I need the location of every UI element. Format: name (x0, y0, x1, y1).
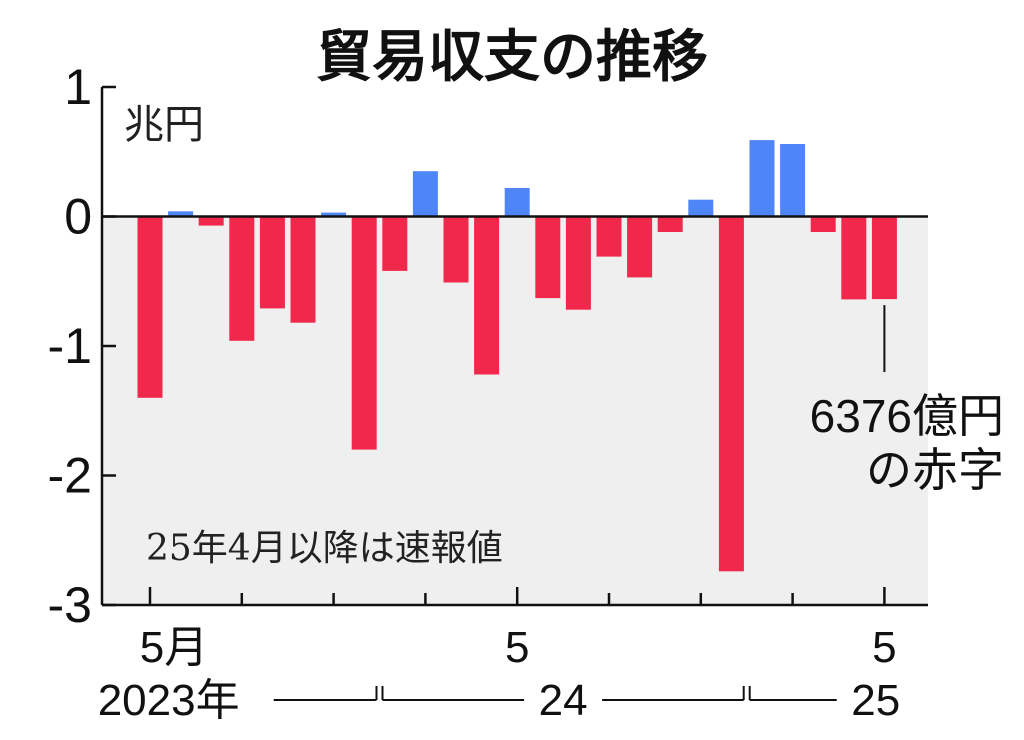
bar (443, 216, 469, 283)
bar (657, 216, 683, 232)
bar (412, 171, 438, 217)
bar (382, 216, 408, 271)
x-tick-label: 5月 (140, 623, 208, 672)
chart-title: 貿易収支の推移 (316, 25, 708, 88)
x-tick-label: 5 (872, 623, 896, 672)
annotation-line-2: の赤字 (866, 444, 1004, 496)
y-tick-label: -1 (48, 318, 92, 374)
bar (810, 216, 836, 232)
bars-group (137, 140, 897, 572)
bar (137, 216, 163, 398)
y-tick-label: 1 (64, 59, 92, 115)
bar (259, 216, 285, 309)
bar (535, 216, 561, 299)
y-ticks-group: 1 0 -1 -2 -3 (48, 59, 116, 633)
bar (780, 144, 806, 217)
x-ticks-group: 5月 5 5 (140, 587, 897, 672)
bar (290, 216, 316, 323)
bar (718, 216, 744, 572)
unit-label: 兆円 (124, 103, 204, 147)
year-brackets-group: 2023年 24 25 (98, 676, 900, 725)
year-label: 24 (539, 676, 588, 725)
bar (504, 188, 530, 217)
annotation-line-1: 6376億円 (810, 390, 1004, 442)
y-tick-label: -3 (48, 577, 92, 633)
y-tick-label: 0 (64, 189, 92, 245)
bar (841, 216, 867, 300)
bar (627, 216, 653, 278)
bar (474, 216, 500, 375)
bar (749, 140, 775, 217)
year-label: 25 (851, 676, 900, 725)
bar (321, 212, 347, 217)
bar (198, 216, 224, 226)
bar (596, 216, 622, 257)
year-label: 2023年 (98, 676, 240, 725)
bar (565, 216, 591, 310)
bar (871, 216, 897, 300)
bar (351, 216, 377, 450)
y-tick-label: -2 (48, 448, 92, 504)
bar (229, 216, 255, 341)
bar (168, 211, 194, 217)
bar (688, 199, 714, 217)
x-tick-label: 5 (505, 623, 529, 672)
note-text: 25年4月以降は速報値 (146, 528, 503, 569)
